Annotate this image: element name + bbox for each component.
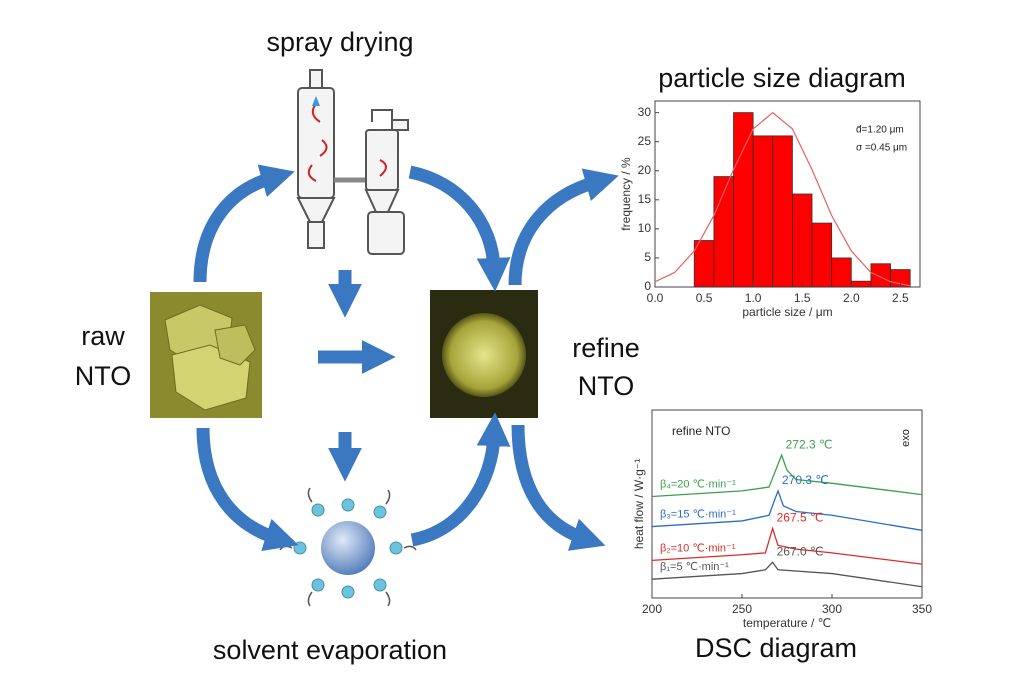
y-axis-label: heat flow / W·g⁻¹ (632, 459, 646, 549)
refine-label: refine (572, 333, 640, 363)
x-tick-label: 1.0 (745, 291, 762, 305)
plot-frame (651, 409, 923, 599)
particle-size-label: particle size diagram (658, 63, 906, 93)
x-tick-label: 200 (642, 602, 662, 616)
raw-sem-image (150, 292, 262, 418)
annotation: exo (900, 429, 912, 447)
spray-dryer (296, 69, 409, 255)
x-tick-label: 0.5 (696, 291, 713, 305)
y-tick-label: 5 (644, 250, 651, 264)
refine-sem-image (430, 290, 538, 418)
annotation: σ =0.45 μm (856, 143, 907, 154)
legend-label: β₂=10 ℃·min⁻¹ (660, 542, 736, 554)
bar (772, 135, 793, 288)
legend-label: β₁=5 ℃·min⁻¹ (660, 561, 729, 573)
bar (831, 257, 852, 288)
bar (870, 263, 891, 288)
annotation: refine NTO (672, 424, 730, 438)
annotation: d̄=1.20 μm (856, 125, 904, 136)
x-axis-label: temperature / ℃ (743, 616, 831, 630)
y-tick-label: 15 (638, 192, 652, 206)
dsc-label: DSC diagram (695, 633, 857, 663)
y-axis-label: frequency / % (619, 157, 633, 231)
legend-label: β₃=15 ℃·min⁻¹ (660, 508, 736, 520)
bar (733, 112, 754, 288)
x-tick-label: 350 (912, 602, 932, 616)
y-tick-label: 20 (638, 163, 652, 177)
legend-label: β₄=20 ℃·min⁻¹ (660, 478, 736, 490)
x-tick-label: 250 (732, 602, 752, 616)
bar (693, 240, 715, 288)
bar (752, 135, 774, 288)
x-tick-label: 2.0 (843, 291, 860, 305)
peak-label: 267.0 ℃ (777, 544, 824, 558)
solvent-label: solvent evaporation (213, 635, 447, 665)
y-tick-label: 0 (644, 279, 651, 293)
peak-label: 270.3 ℃ (782, 473, 829, 487)
flow-arrows (193, 164, 619, 552)
raw-label: NTO (75, 361, 132, 391)
x-tick-label: 0.0 (647, 291, 664, 305)
peak-label: 267.5 ℃ (777, 511, 824, 525)
bar (850, 280, 872, 288)
x-tick-label: 1.5 (794, 291, 811, 305)
fit-curve (654, 111, 911, 287)
bar (811, 222, 833, 288)
x-axis-label: particle size / μm (742, 305, 832, 319)
spray-drying-label: spray drying (266, 27, 413, 57)
refine-label: NTO (578, 371, 635, 401)
y-tick-label: 30 (638, 105, 652, 119)
dsc-curve (651, 561, 923, 588)
y-tick-label: 25 (638, 134, 652, 148)
x-tick-label: 300 (822, 602, 842, 616)
dsc-curve (651, 488, 923, 531)
x-tick-label: 2.5 (892, 291, 909, 305)
dsc-curve (651, 453, 923, 498)
y-tick-label: 10 (638, 221, 652, 235)
peak-label: 272.3 ℃ (786, 437, 833, 451)
dsc-curve (651, 526, 923, 565)
bar (792, 193, 813, 288)
raw-label: raw (81, 321, 125, 351)
